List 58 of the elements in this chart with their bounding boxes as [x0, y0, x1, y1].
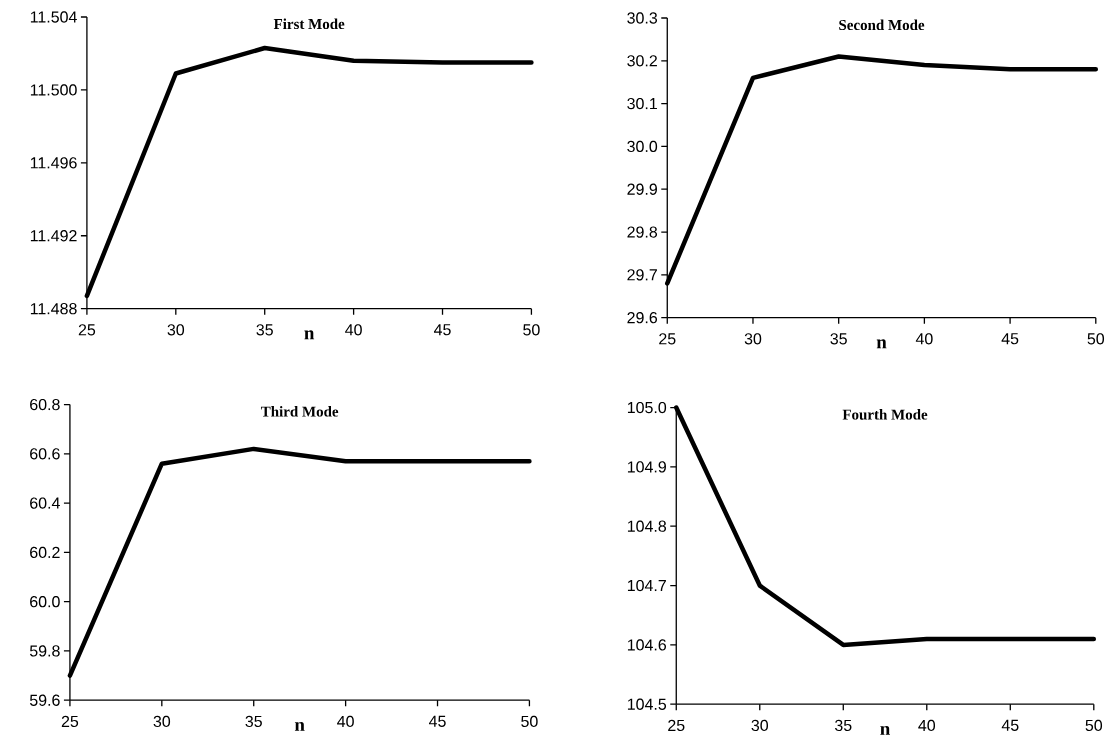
y-tick-label: 60.8: [30, 398, 60, 411]
chart-title: Second Mode: [839, 19, 925, 30]
x-tick-label: 25: [61, 715, 79, 727]
y-tick-label: 60.4: [30, 497, 60, 509]
y-tick-label: 30.1: [627, 97, 657, 110]
y-tick-label: 11.492: [30, 230, 77, 242]
x-tick-label: 50: [1087, 333, 1105, 345]
y-tick-label: 29.7: [627, 269, 657, 281]
x-axis-title: n: [876, 339, 887, 349]
y-tick-label: 104.9: [627, 461, 666, 473]
y-tick-label: 104.8: [627, 520, 667, 532]
x-tick-label: 35: [830, 333, 847, 345]
x-tick-label: 30: [751, 719, 769, 731]
x-tick-label: 35: [245, 715, 262, 727]
x-tick-label: 25: [659, 333, 676, 345]
x-tick-label: 30: [167, 324, 185, 336]
y-tick-label: 29.9: [627, 183, 657, 195]
x-tick-label: 30: [744, 333, 762, 345]
x-tick-label: 35: [835, 719, 852, 731]
chart-title: Third Mode: [260, 406, 339, 417]
y-tick-label: 104.7: [627, 579, 666, 592]
x-tick-label: 30: [153, 715, 171, 727]
x-axis-title: n: [304, 330, 315, 340]
x-tick-label: 40: [915, 333, 933, 345]
y-tick-label: 11.488: [30, 302, 77, 315]
x-tick-label: 45: [1001, 333, 1019, 345]
x-tick-label: 45: [433, 324, 451, 336]
x-tick-label: 40: [918, 719, 936, 731]
y-tick-label: 104.6: [627, 639, 667, 651]
x-tick-label: 35: [256, 324, 273, 336]
x-tick-label: 40: [345, 324, 362, 336]
x-tick-label: 25: [668, 719, 685, 731]
y-tick-label: 29.6: [627, 311, 658, 324]
x-tick-label: 45: [1001, 719, 1019, 731]
y-tick-label: 59.6: [29, 694, 60, 706]
x-tick-label: 50: [521, 715, 538, 727]
y-tick-label: 29.8: [627, 226, 658, 238]
x-tick-label: 40: [337, 715, 354, 727]
x-tick-label: 25: [78, 324, 96, 336]
y-tick-label: 60.0: [30, 595, 60, 608]
y-tick-label: 11.504: [30, 11, 77, 23]
y-tick-label: 11.496: [30, 157, 77, 169]
y-tick-label: 60.2: [30, 546, 60, 558]
y-tick-label: 60.6: [30, 448, 60, 460]
chart-title: First Mode: [273, 18, 345, 29]
y-tick-label: 30.3: [627, 12, 658, 24]
x-tick-label: 50: [1085, 719, 1103, 731]
y-tick-label: 30.0: [627, 140, 658, 152]
x-tick-label: 45: [428, 715, 446, 727]
y-tick-label: 11.500: [30, 84, 77, 96]
y-tick-label: 30.2: [627, 55, 657, 67]
chart-title: Fourth Mode: [842, 409, 928, 420]
x-tick-label: 50: [523, 324, 540, 336]
x-axis-title: n: [294, 721, 305, 731]
y-tick-label: 59.8: [29, 645, 60, 657]
x-axis-title: n: [880, 725, 891, 735]
y-tick-label: 104.5: [627, 698, 667, 710]
y-tick-label: 105.0: [627, 401, 667, 414]
